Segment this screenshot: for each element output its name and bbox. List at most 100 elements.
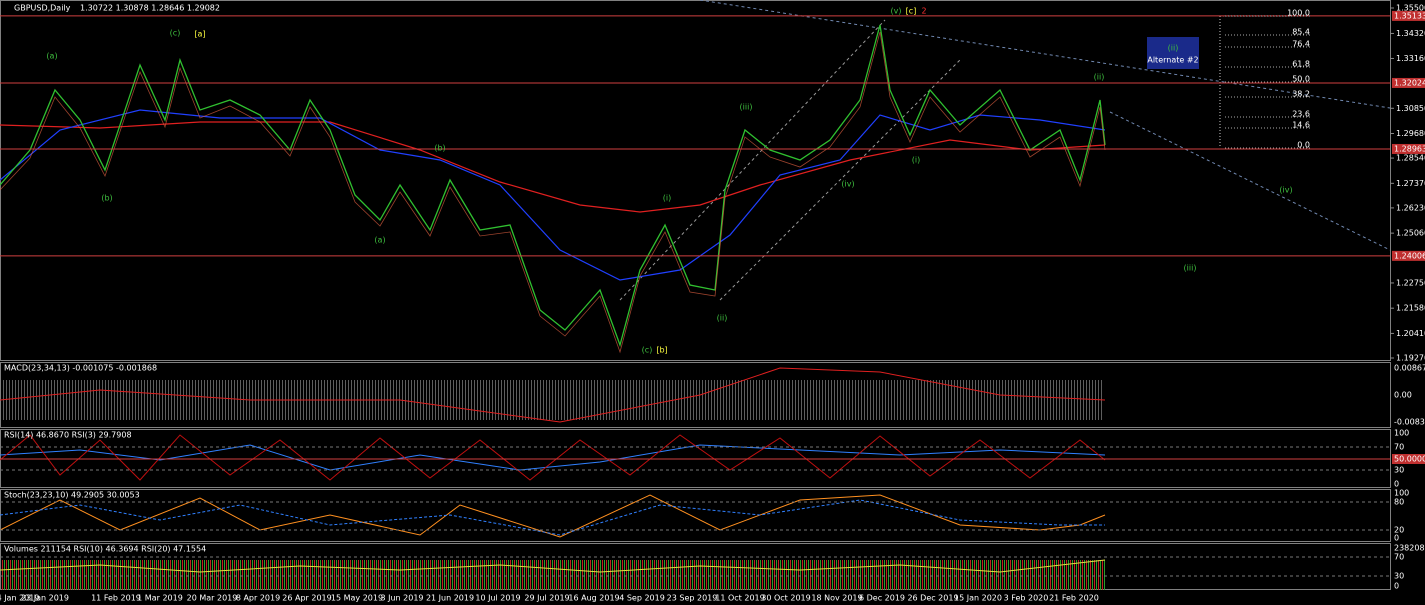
price-label: 1.30850 xyxy=(1396,104,1425,113)
indicator-axis-label: 0 xyxy=(1394,582,1399,591)
indicator-axis-label: 50.0000 xyxy=(1394,455,1425,464)
wave-label: (ii) xyxy=(717,314,728,323)
price-label: 1.27370 xyxy=(1396,179,1425,188)
indicator-axis-label: 70 xyxy=(1394,443,1404,452)
date-label: 26 Apr 2019 xyxy=(282,594,331,603)
indicator-axis-label: 100 xyxy=(1394,489,1409,498)
price-highlight-label: 1.32024 xyxy=(1394,78,1425,87)
price-label: 1.20410 xyxy=(1396,329,1425,338)
macd-title: MACD(23,34,13) -0.001075 -0.001868 xyxy=(4,364,157,373)
indicator-axis-label: 70 xyxy=(1394,553,1404,562)
panel-frames xyxy=(0,0,1391,590)
date-label: 11 Oct 2019 xyxy=(715,594,764,603)
price-highlight xyxy=(1392,250,1425,261)
price-label: 1.33160 xyxy=(1396,54,1425,63)
wave-label: 2 xyxy=(921,7,926,16)
alternate-box xyxy=(1147,37,1199,69)
date-label: 4 Sep 2019 xyxy=(619,594,665,603)
date-label: 20 Mar 2019 xyxy=(187,594,238,603)
rsi-title: RSI(14) 46.8670 RSI(3) 29.7908 xyxy=(4,431,132,440)
date-label: 23 Jan 2019 xyxy=(21,594,69,603)
wave-label: [a] xyxy=(194,30,205,39)
price-label: 1.35500 xyxy=(1396,4,1425,13)
macd-histogram xyxy=(2,380,1102,420)
date-label: 30 Oct 2019 xyxy=(761,594,810,603)
symbol: GBPUSD,Daily xyxy=(14,4,71,13)
wave-label: (b) xyxy=(101,194,112,203)
price-shadow xyxy=(0,31,1106,354)
price xyxy=(0,24,1106,348)
price-highlight xyxy=(1392,143,1425,154)
indicator-axis-label: 238208 xyxy=(1394,544,1425,553)
indicator-axis-label: 0 xyxy=(1394,534,1399,543)
wave-label: (v) xyxy=(891,7,902,16)
indicator-axis-label: -0.008341 xyxy=(1394,418,1425,427)
price-label: 1.28540 xyxy=(1396,154,1425,163)
fib-label: 76.4 xyxy=(1292,40,1310,49)
price-label: 1.26230 xyxy=(1396,203,1425,212)
volumes-title: Volumes 211154 RSI(10) 46.3694 RSI(20) 4… xyxy=(4,545,206,554)
wave-label: (i) xyxy=(912,156,920,165)
macd-signal xyxy=(0,367,1106,423)
fib-label: 50.0 xyxy=(1292,75,1310,84)
stoch-title: Stoch(23,23,10) 49.2905 30.0053 xyxy=(4,491,140,500)
price-label: 1.25060 xyxy=(1396,229,1425,238)
fib-label: 85.4 xyxy=(1292,28,1310,37)
date-label: 21 Jun 2019 xyxy=(426,594,474,603)
price-label: 1.22750 xyxy=(1396,278,1425,287)
fib-label: 61.8 xyxy=(1292,60,1310,69)
indicator-axis-label: 0.00 xyxy=(1394,391,1412,400)
wave-label: (iii) xyxy=(1184,264,1197,273)
price-highlight xyxy=(1392,10,1425,21)
alternate-wave: (ii) xyxy=(1168,44,1179,53)
indicator-axis-label: 80 xyxy=(1394,498,1404,507)
price-highlight-label: 1.35133 xyxy=(1394,11,1425,20)
wave-label: (iv) xyxy=(1279,186,1292,195)
date-label: 15 May 2019 xyxy=(331,594,383,603)
date-label: 10 Jul 2019 xyxy=(475,594,520,603)
date-label: 4 Jan 2019 xyxy=(0,594,39,603)
rsi-14 xyxy=(0,444,1106,471)
stoch-main xyxy=(0,494,1106,538)
date-label: 3 Feb 2020 xyxy=(1004,594,1049,603)
price-highlight xyxy=(1392,77,1425,88)
indicator-axis-label: 100 xyxy=(1394,429,1409,438)
indicator-axis-label: 0 xyxy=(1394,480,1399,489)
ma-blue xyxy=(0,109,1106,281)
date-label: 29 Jul 2019 xyxy=(524,594,569,603)
date-label: 8 Apr 2019 xyxy=(236,594,280,603)
date-label: 23 Sep 2019 xyxy=(667,594,718,603)
volume-rsi xyxy=(0,559,1106,573)
indicator-axis-label: 30 xyxy=(1394,466,1404,475)
alternate-label: Alternate #2 xyxy=(1147,56,1198,65)
price-label: 1.34320 xyxy=(1396,29,1425,38)
rsi-3 xyxy=(0,434,1106,481)
price-highlight-label: 1.28963 xyxy=(1394,144,1425,153)
fib-label: 38.2 xyxy=(1292,90,1310,99)
volume-bars xyxy=(2,560,1105,590)
wave-label: [b] xyxy=(656,346,667,355)
wave-label: [c] xyxy=(906,7,917,16)
wave-label: (b) xyxy=(434,144,445,153)
date-label: 18 Nov 2019 xyxy=(811,594,862,603)
date-label: 1 Mar 2019 xyxy=(137,594,183,603)
date-label: 11 Feb 2019 xyxy=(91,594,141,603)
stoch-signal xyxy=(0,499,1105,536)
indicator-axis-label: 0.00867 xyxy=(1394,364,1425,373)
ohlc: 1.30722 1.30878 1.28646 1.29082 xyxy=(80,4,220,13)
date-label: 16 Aug 2019 xyxy=(568,594,619,603)
wave-label: (iv) xyxy=(841,180,854,189)
level-highlight xyxy=(1392,454,1425,464)
wave-label: (a) xyxy=(46,52,57,61)
date-label: 21 Feb 2020 xyxy=(1049,594,1099,603)
fib-label: 14.6 xyxy=(1292,121,1310,130)
date-label: 15 Jan 2020 xyxy=(954,594,1002,603)
date-label: 6 Dec 2019 xyxy=(859,594,905,603)
indicator-axis-label: 20 xyxy=(1394,526,1404,535)
wave-label: (ii) xyxy=(1094,73,1105,82)
fib-label: 100.0 xyxy=(1287,9,1310,18)
price-label: 1.29680 xyxy=(1396,129,1425,138)
price-highlight-label: 1.24006 xyxy=(1394,251,1425,260)
ma-red xyxy=(0,121,1106,213)
wave-label: (c) xyxy=(170,29,181,38)
